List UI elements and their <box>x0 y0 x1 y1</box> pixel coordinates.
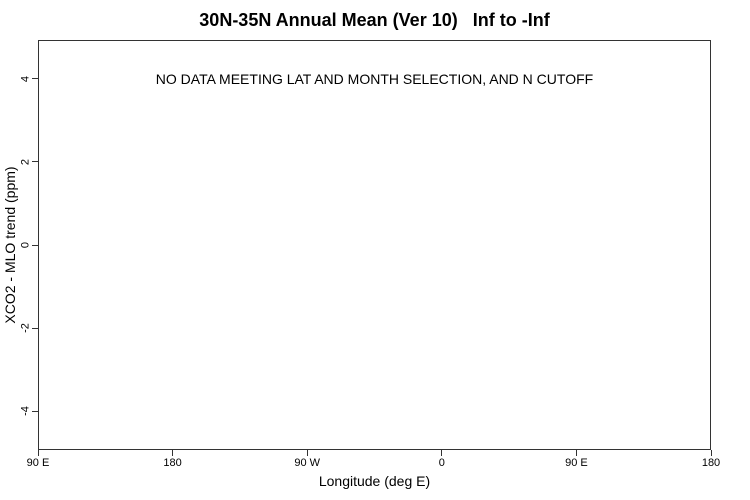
y-tick-mark <box>32 78 38 80</box>
y-tick-mark <box>32 327 38 329</box>
x-tick-mark <box>306 450 308 456</box>
x-tick-label: 180 <box>701 457 721 469</box>
y-tick-label: 2 <box>19 158 32 165</box>
y-axis-title: XCO2 - MLO trend (ppm) <box>2 166 18 324</box>
y-tick-label: -4 <box>19 406 32 417</box>
y-tick-label: -2 <box>19 323 32 334</box>
x-tick-label: 0 <box>438 457 445 469</box>
x-tick-mark <box>37 450 39 456</box>
y-tick-label: 4 <box>19 75 32 82</box>
x-tick-label: 90 E <box>26 457 50 469</box>
x-tick-label: 90 E <box>565 457 588 469</box>
x-tick-mark <box>710 450 712 456</box>
y-tick-mark <box>32 244 38 246</box>
x-tick-mark <box>441 450 443 456</box>
x-tick-mark <box>172 450 174 456</box>
y-tick-mark <box>32 161 38 163</box>
x-axis-title: Longitude (deg E) <box>318 473 431 489</box>
plot-area <box>38 40 711 450</box>
x-tick-mark <box>575 450 577 456</box>
y-tick-label: 0 <box>19 241 32 249</box>
y-tick-mark <box>32 410 38 412</box>
x-tick-label: 90 W <box>294 457 321 469</box>
no-data-message: NO DATA MEETING LAT AND MONTH SELECTION,… <box>155 70 594 87</box>
chart-title: 30N-35N Annual Mean (Ver 10) Inf to -Inf <box>199 10 550 30</box>
x-tick-label: 180 <box>163 457 182 469</box>
